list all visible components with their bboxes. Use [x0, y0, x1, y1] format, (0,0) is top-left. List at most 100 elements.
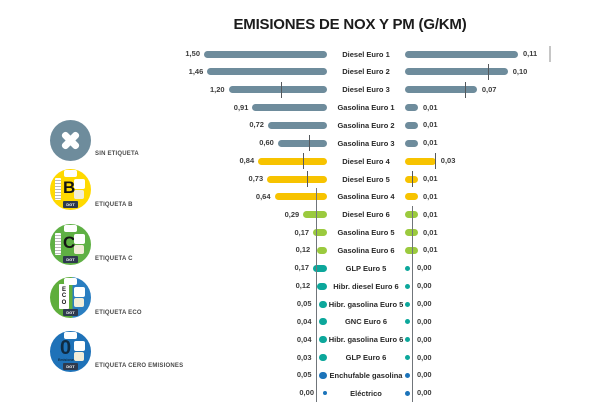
row-label: Diesel Euro 1 — [342, 49, 390, 59]
pm-value-label: 0,01 — [423, 191, 438, 201]
sticker-box — [74, 179, 85, 189]
limit-tick — [464, 81, 466, 98]
sticker-box — [74, 190, 84, 199]
sticker-box — [74, 352, 84, 361]
nox-value-label: 0,73 — [248, 174, 264, 184]
badge-etiqueta-c-icon: C DGT — [50, 224, 91, 265]
sticker-barcode — [55, 233, 61, 255]
pm-value-label: 0,00 — [417, 281, 432, 291]
sticker-letter: 0 — [60, 337, 72, 359]
nox-bar — [318, 336, 327, 344]
sticker-eco-letters: E C O — [59, 284, 69, 309]
nox-value-label: 0,03 — [296, 352, 312, 362]
pm-bar — [405, 211, 418, 219]
nox-value-label: 0,00 — [299, 388, 314, 398]
pm-value-label: 0,01 — [423, 102, 438, 112]
badge-cero-emisiones-label: ETIQUETA CERO EMISIONES — [95, 363, 184, 369]
row-label: GLP Euro 6 — [345, 353, 387, 363]
pm-value-label: 0,07 — [481, 84, 497, 94]
pm-value-label: 0,01 — [423, 138, 438, 148]
row-label: Gasolina Euro 6 — [337, 245, 395, 255]
pm-bar — [405, 68, 508, 76]
row-label: Gasolina Euro 1 — [337, 103, 395, 113]
pm-bar — [405, 121, 418, 129]
pm-value-label: 0,01 — [423, 209, 438, 219]
pm-bar — [405, 104, 418, 112]
nox-value-label: 0,04 — [296, 316, 312, 326]
nox-value-label: 0,91 — [233, 102, 249, 112]
nox-bar — [277, 139, 327, 147]
row-label: Hibr. gasolina Euro 5 — [328, 299, 404, 309]
badge-sin-etiqueta-icon — [50, 120, 91, 161]
pm-bar — [405, 265, 410, 271]
row-label: Gasolina Euro 4 — [337, 192, 395, 202]
row-label: Hibr. diesel Euro 6 — [333, 281, 399, 291]
pm-value-label: 0,11 — [522, 49, 538, 58]
dgt-logo: DGT — [63, 201, 78, 208]
dgt-logo: DGT — [63, 256, 78, 263]
pm-value-label: 0,03 — [440, 156, 456, 166]
sticker-tab — [64, 170, 77, 177]
pm-bar — [405, 139, 418, 147]
nox-value-label: 0,17 — [294, 263, 310, 273]
pm-value-label: 0,00 — [417, 352, 432, 362]
pm-value-label: 0,00 — [417, 316, 432, 326]
nox-bar — [303, 211, 327, 219]
row-label: Hibr. gasolina Euro 6 — [328, 335, 404, 345]
sticker-letter: B — [63, 178, 76, 197]
pm-bar — [405, 337, 410, 343]
dgt-logo: DGT — [63, 363, 78, 370]
limit-tick — [488, 63, 490, 80]
badge-etiqueta-eco-label: ETIQUETA ECO — [95, 310, 142, 316]
pm-bar — [405, 50, 518, 58]
row-label: Enchufable gasolina — [329, 370, 403, 380]
sticker-tab — [64, 225, 77, 232]
row-label: Diesel Euro 3 — [342, 85, 390, 95]
nox-bar — [258, 157, 327, 165]
nox-bar — [313, 264, 327, 272]
sticker-letter: C — [63, 233, 76, 252]
pm-value-label: 0,01 — [423, 227, 438, 237]
nox-value-label: 0,72 — [249, 120, 264, 130]
pm-bar — [405, 319, 410, 325]
pm-bar — [405, 283, 410, 289]
sticker-box — [74, 298, 84, 307]
row-label: GNC Euro 6 — [344, 317, 388, 327]
row-label: Gasolina Euro 5 — [337, 228, 395, 238]
sticker-subtext: Emisiones — [58, 358, 76, 362]
nox-bar — [323, 391, 327, 396]
nox-value-label: 0,17 — [294, 227, 310, 237]
nox-bar — [207, 68, 327, 76]
nox-value-label: 0,29 — [284, 209, 300, 219]
eco-letter: O — [61, 299, 67, 306]
sticker-box — [74, 287, 85, 297]
nox-value-label: 0,05 — [296, 299, 312, 309]
row-label: Eléctrico — [350, 388, 382, 398]
limit-tick — [308, 135, 310, 152]
sticker-box — [74, 234, 85, 244]
row-label: Diesel Euro 5 — [342, 174, 390, 184]
limit-tick — [548, 46, 551, 62]
pm-bar — [405, 355, 410, 361]
eco-letter: E — [61, 286, 66, 293]
nox-bar — [252, 104, 327, 112]
row-label: Gasolina Euro 3 — [337, 138, 395, 148]
pm-value-label: 0,00 — [417, 263, 432, 273]
sticker-box — [74, 245, 84, 254]
pm-bar — [405, 246, 418, 254]
nox-value-label: 1,46 — [188, 66, 204, 76]
nox-value-label: 0,05 — [296, 370, 312, 380]
sticker-tab — [64, 278, 77, 285]
nox-value-label: 0,12 — [295, 281, 311, 291]
nox-bar — [318, 354, 327, 362]
pm-value-label: 0,00 — [417, 299, 432, 309]
nox-bar — [267, 121, 327, 129]
row-label: Diesel Euro 2 — [342, 67, 390, 77]
badge-etiqueta-b-icon: B DGT — [50, 169, 91, 210]
row-label: Diesel Euro 4 — [342, 156, 390, 166]
sticker-barcode — [55, 178, 61, 200]
nox-bar — [318, 318, 327, 326]
nox-bar — [318, 300, 327, 308]
